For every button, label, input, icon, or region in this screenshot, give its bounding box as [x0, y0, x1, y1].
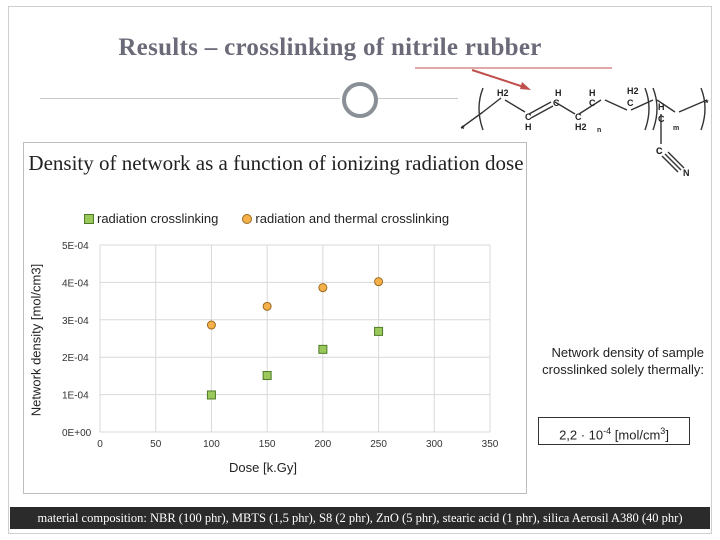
value-unit-exponent: 3: [660, 426, 666, 436]
value-unit-close: ]: [665, 427, 669, 443]
data-point-radiation: [206, 390, 216, 400]
mol-label: C: [656, 146, 663, 156]
chart-legend: radiation crosslinking radiation and the…: [84, 211, 449, 226]
mol-label: *: [705, 98, 709, 108]
legend-square-marker: [84, 213, 94, 224]
x-tick-label: 100: [203, 439, 220, 450]
chart-area: [23, 142, 527, 494]
data-point-radiation-thermal: [374, 277, 384, 287]
data-point-radiation-thermal: [262, 301, 272, 311]
legend-circle-marker: [242, 213, 253, 224]
data-point-radiation: [318, 344, 328, 354]
mol-label: H: [658, 102, 665, 112]
decorative-rule-left: [40, 98, 340, 99]
y-tick-label: 1E-04: [62, 391, 89, 402]
data-point-radiation-thermal: [318, 283, 328, 293]
mol-label: H: [555, 88, 562, 98]
legend-item-radiation-thermal: radiation and thermal crosslinking: [242, 211, 449, 226]
x-tick-label: 250: [370, 439, 387, 450]
mol-label: m: [673, 125, 679, 132]
legend-item-radiation: radiation crosslinking: [84, 211, 218, 226]
y-tick-label: 0E+00: [62, 428, 92, 439]
mol-label: C: [553, 98, 560, 108]
data-point-radiation: [262, 371, 272, 381]
y-tick-label: 4E-04: [62, 278, 89, 289]
mol-label: H: [525, 122, 532, 132]
x-tick-label: 150: [259, 439, 276, 450]
legend-label: radiation crosslinking: [97, 211, 219, 226]
x-tick-label: 300: [426, 439, 443, 450]
nbr-structure-diagram: H2 H C H C C H C H2 H2 H C C C n m C N *…: [460, 86, 709, 178]
y-tick-label: 3E-04: [62, 316, 89, 327]
mol-label: N: [683, 168, 690, 178]
legend-label: radiation and thermal crosslinking: [255, 211, 450, 226]
mol-label: C: [656, 146, 663, 156]
value-mantissa: 2,2 · 10: [559, 427, 604, 443]
mol-label: C: [589, 98, 596, 108]
y-tick-label: 5E-04: [62, 241, 89, 252]
thermal-density-value: 2,2 · 10-4 [mol/cm3]: [538, 417, 690, 445]
value-exponent: -4: [603, 426, 612, 436]
data-point-radiation-thermal: [206, 320, 216, 330]
mol-label: C: [658, 114, 665, 124]
x-tick-label: 50: [150, 439, 162, 450]
mol-label: H: [589, 88, 596, 98]
mol-label: n: [597, 127, 601, 134]
thermal-note: Network density of sample crosslinked so…: [542, 345, 704, 377]
x-tick-label: 350: [482, 439, 499, 450]
mol-label: H2: [497, 88, 509, 98]
material-composition-footer: material composition: NBR (100 phr), MBT…: [10, 507, 710, 529]
chart-title: Density of network as a function of ioni…: [28, 151, 524, 175]
mol-label: *: [461, 124, 465, 134]
mol-label: C: [575, 112, 582, 122]
mol-label: C: [525, 112, 532, 122]
x-tick-label: 200: [315, 439, 332, 450]
mol-label: C: [627, 98, 634, 108]
mol-label: H2: [575, 122, 587, 132]
x-tick-label: 0: [97, 439, 103, 450]
slide-title: Results – crosslinking of nitrile rubber: [118, 34, 542, 61]
mol-label: H2: [627, 86, 639, 96]
x-axis-label: Dose [k.Gy]: [229, 460, 297, 475]
value-unit: [mol/cm: [611, 427, 661, 443]
decorative-rule-right: [378, 98, 458, 99]
decorative-circle: [342, 82, 378, 118]
y-tick-label: 2E-04: [62, 353, 89, 364]
slide-frame: [8, 6, 712, 534]
data-point-radiation: [374, 326, 384, 336]
